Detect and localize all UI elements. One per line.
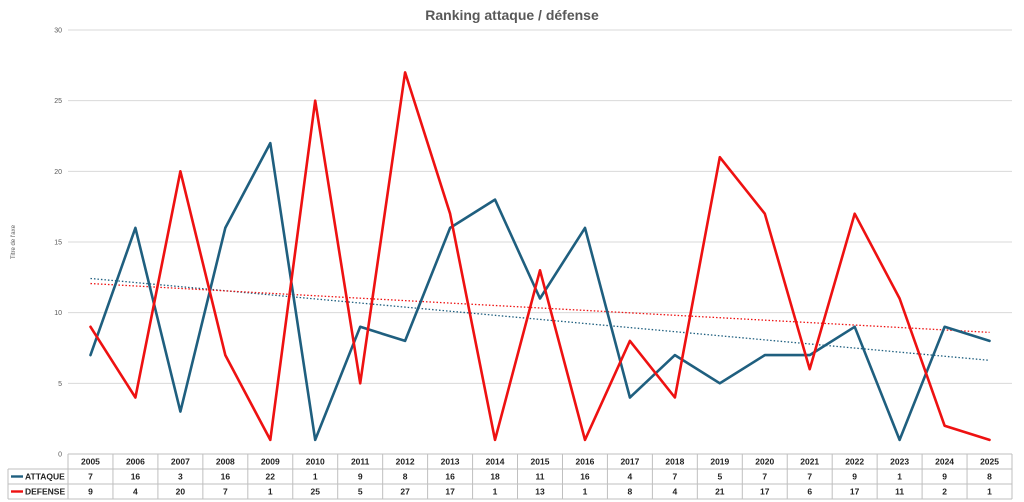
data-label-attaque: 16	[580, 472, 590, 482]
data-label-defense: 1	[987, 487, 992, 497]
data-label-defense: 17	[445, 487, 455, 497]
y-tick-label: 15	[54, 240, 62, 247]
data-label-attaque: 7	[88, 472, 93, 482]
data-label-attaque: 3	[178, 472, 183, 482]
x-tick-label: 2012	[396, 457, 415, 467]
data-label-attaque: 5	[717, 472, 722, 482]
data-label-defense: 4	[672, 487, 677, 497]
series-lines	[89, 71, 991, 442]
y-tick-label: 5	[58, 381, 62, 388]
chart-title: Ranking attaque / défense	[425, 7, 599, 23]
y-tick-label: 0	[58, 452, 62, 459]
x-tick-label: 2024	[935, 457, 954, 467]
data-label-defense: 11	[895, 487, 904, 497]
y-tick-label: 10	[54, 310, 62, 317]
data-label-attaque: 9	[358, 472, 363, 482]
data-label-defense: 20	[176, 487, 186, 497]
x-tick-label: 2009	[261, 457, 280, 467]
x-tick-label: 2021	[800, 457, 819, 467]
data-label-attaque: 7	[762, 472, 767, 482]
x-tick-label: 2016	[575, 457, 594, 467]
data-label-attaque: 7	[672, 472, 677, 482]
y-tick-label: 30	[54, 28, 62, 35]
data-label-defense: 8	[628, 487, 633, 497]
x-tick-label: 2025	[980, 457, 999, 467]
data-label-attaque: 1	[897, 472, 902, 482]
x-tick-label: 2014	[486, 457, 505, 467]
gridlines	[68, 29, 1012, 455]
data-label-defense: 1	[493, 487, 498, 497]
data-label-defense: 25	[311, 487, 321, 497]
data-label-defense: 13	[535, 487, 545, 497]
data-label-attaque: 7	[807, 472, 812, 482]
data-label-defense: 4	[133, 487, 138, 497]
data-label-attaque: 16	[131, 472, 141, 482]
x-tick-label: 2008	[216, 457, 235, 467]
data-label-defense: 17	[760, 487, 770, 497]
x-tick-label: 2019	[710, 457, 729, 467]
data-label-attaque: 16	[445, 472, 455, 482]
data-label-attaque: 9	[852, 472, 857, 482]
data-label-defense: 5	[358, 487, 363, 497]
x-tick-label: 2005	[81, 457, 100, 467]
data-label-defense: 6	[807, 487, 812, 497]
x-tick-label: 2010	[306, 457, 325, 467]
y-axis-ticks: 0 5 10 15 20 25 30	[54, 28, 62, 459]
data-label-defense: 1	[583, 487, 588, 497]
x-tick-label: 2018	[665, 457, 684, 467]
series-line-defense	[89, 71, 991, 442]
x-tick-label: 2023	[890, 457, 909, 467]
x-tick-label: 2022	[845, 457, 864, 467]
legend-label-attaque: ATTAQUE	[25, 472, 65, 482]
y-tick-label: 25	[54, 98, 62, 105]
x-tick-label: 2017	[620, 457, 639, 467]
x-tick-label: 2011	[351, 457, 370, 467]
data-label-attaque: 1	[313, 472, 318, 482]
data-label-attaque: 16	[221, 472, 231, 482]
x-tick-label: 2013	[441, 457, 460, 467]
trendline-defense	[90, 282, 990, 334]
data-label-attaque: 9	[942, 472, 947, 482]
x-tick-label: 2020	[755, 457, 774, 467]
series-line-attaque	[89, 141, 991, 442]
data-label-attaque: 8	[987, 472, 992, 482]
y-axis-label: Titre de l'axe	[11, 224, 17, 259]
data-label-attaque: 22	[266, 472, 276, 482]
data-label-defense: 7	[223, 487, 228, 497]
data-label-defense: 21	[715, 487, 725, 497]
data-label-attaque: 4	[628, 472, 633, 482]
x-tick-label: 2007	[171, 457, 190, 467]
trendline-attaque	[90, 277, 990, 361]
y-tick-label: 20	[54, 169, 62, 176]
data-label-defense: 17	[850, 487, 860, 497]
data-table: 2005 2006 2007 2008 2009 2010 2011 2012 2013 2014…	[7, 453, 1013, 500]
data-label-defense: 1	[268, 487, 273, 497]
data-label-attaque: 11	[536, 472, 545, 482]
data-label-attaque: 18	[490, 472, 500, 482]
trendlines	[90, 277, 990, 361]
x-tick-label: 2015	[531, 457, 550, 467]
data-label-defense: 2	[942, 487, 947, 497]
data-label-defense: 27	[400, 487, 410, 497]
x-tick-label: 2006	[126, 457, 145, 467]
data-label-defense: 9	[88, 487, 93, 497]
legend-label-defense: DEFENSE	[25, 487, 65, 497]
data-label-attaque: 8	[403, 472, 408, 482]
